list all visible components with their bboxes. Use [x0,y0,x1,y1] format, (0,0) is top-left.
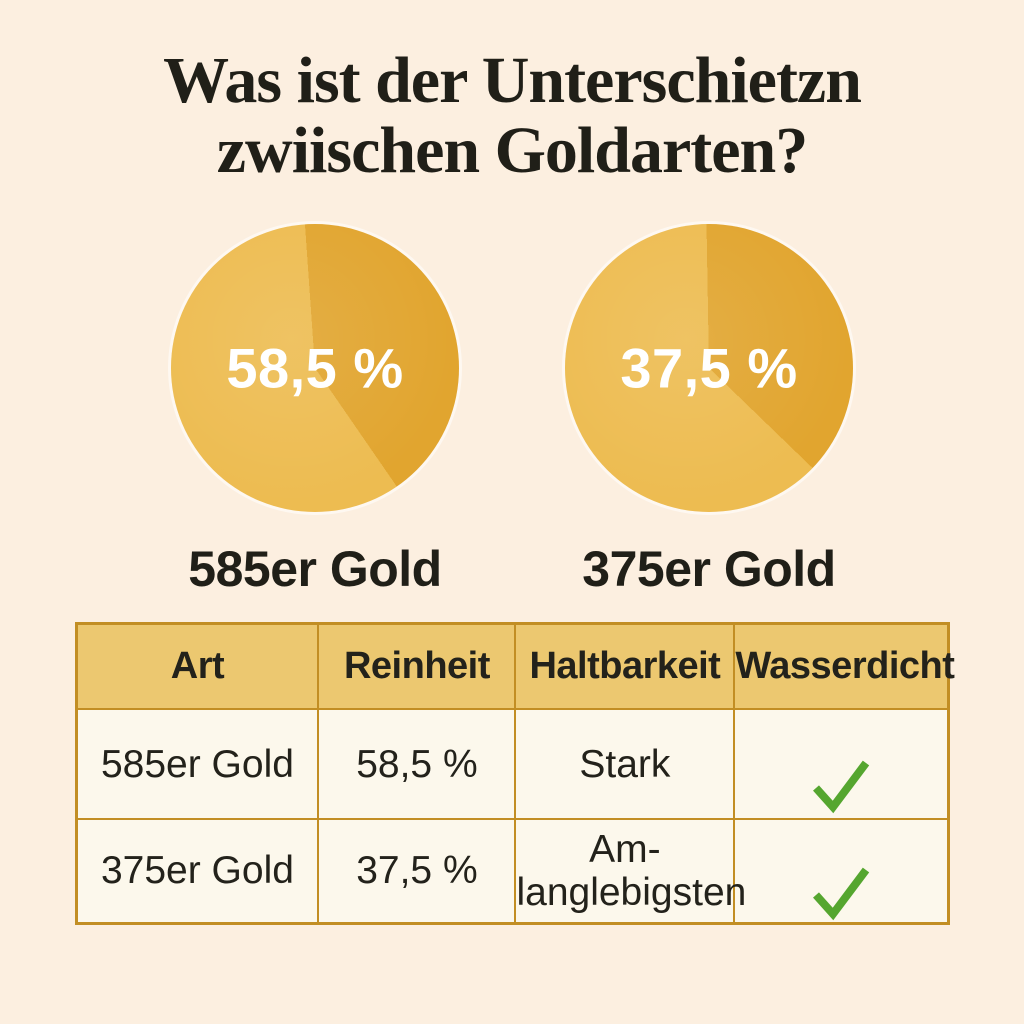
column-header-wasserdicht: Wasserdicht [733,622,955,711]
table-header-row: Art Reinheit Haltbarkeit Wasserdicht [74,622,955,711]
pie-caption-375: 375er Gold [582,540,836,597]
page-title-line1: Was ist der Unterschietzn [163,44,862,117]
check-icon [812,867,870,921]
comparison-table: Art Reinheit Haltbarkeit Wasserdicht 585… [74,621,955,926]
pie-captions-row: 585er Gold 375er Gold [0,540,1024,598]
pie-chart-585: 58,5 % [171,223,459,512]
cell-reinheit-585: 58,5 % [317,708,517,821]
cell-art-585: 585er Gold [74,708,320,821]
table-row-375: 375er Gold 37,5 % Am- langlebigsten [74,818,949,925]
page-title-line2: zwiischen Goldarten? [216,113,808,187]
cell-reinheit-375: 37,5 % [317,818,517,925]
column-header-art: Art [74,622,320,711]
pie-center-label-585: 58,5 % [226,336,404,400]
pie-caption-585: 585er Gold [188,540,442,597]
cell-wasserdicht-375 [733,818,949,925]
cell-art-375: 375er Gold [74,818,320,925]
column-header-reinheit: Reinheit [317,622,517,711]
cell-haltbarkeit-585: Stark [514,708,736,821]
pie-center-label-375: 37,5 % [620,336,798,400]
cell-wasserdicht-585 [733,708,949,821]
check-icon [812,760,870,814]
pie-chart-375: 37,5 % [565,223,853,512]
column-header-haltbarkeit: Haltbarkeit [514,622,736,711]
cell-haltbarkeit-375: Am- langlebigsten [514,818,746,925]
page-title: Was ist der Unterschietzn zwiischen Gold… [0,0,1024,186]
pie-charts-row: 58,5 % 37,5 % [0,223,1024,512]
table-row-585: 585er Gold 58,5 % Stark [74,708,949,821]
